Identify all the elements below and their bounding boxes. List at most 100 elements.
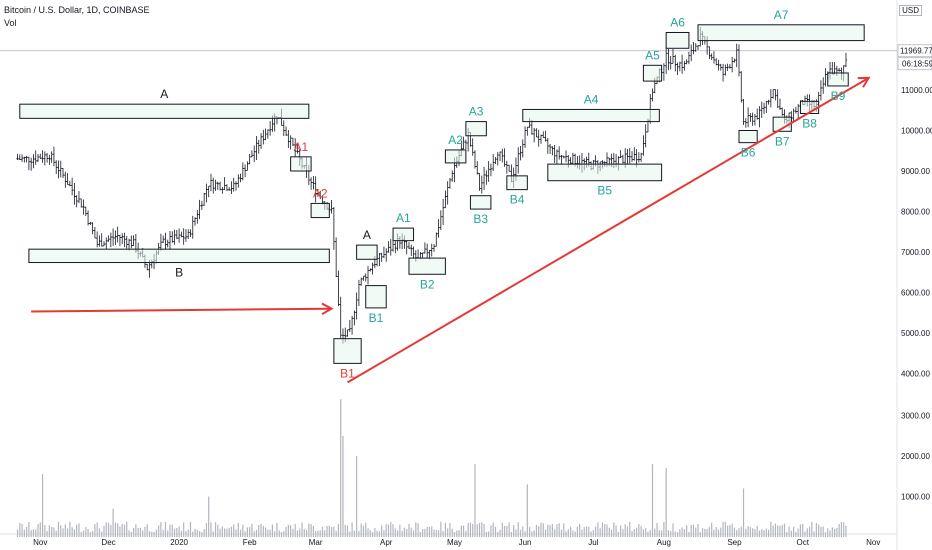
zone-label-a1: A1: [294, 140, 309, 154]
ohlc-bar: [819, 80, 823, 101]
ohlc-bar: [382, 246, 386, 259]
ohlc-bar: [350, 315, 354, 335]
zone-box-a1: [392, 227, 415, 242]
ohlc-bar: [109, 232, 113, 248]
price-tick-label: 5000.00: [901, 329, 930, 338]
price-tick-label: 9000.00: [901, 167, 930, 176]
ohlc-bar: [405, 240, 408, 255]
ohlc-bar: [737, 44, 741, 77]
ohlc-bar: [498, 151, 502, 162]
zone-label-a: A: [363, 228, 371, 242]
ohlc-bar: [253, 145, 256, 163]
ohlc-bar: [505, 160, 509, 174]
ohlc-bar: [23, 156, 26, 163]
ohlc-bar: [644, 124, 647, 148]
zone-label-a7: A7: [774, 8, 789, 22]
bar-countdown: 06:18:59: [902, 60, 932, 69]
ohlc-bar: [266, 129, 270, 139]
time-tick-label: Dec: [101, 538, 115, 547]
ohlc-bar: [27, 156, 31, 171]
last-price-tag: [897, 44, 932, 58]
ohlc-bar: [503, 148, 506, 167]
ohlc-bar: [669, 55, 672, 70]
ohlc-bar: [337, 270, 340, 307]
ohlc-bar: [696, 45, 700, 50]
ohlc-bar: [532, 127, 536, 143]
ohlc-bar: [93, 226, 97, 239]
ohlc-bar: [73, 183, 76, 205]
zone-box-b1: [333, 338, 362, 364]
zone-label-b9: B9: [831, 89, 846, 103]
ohlc-bar: [243, 164, 247, 178]
ohlc-bar: [767, 99, 770, 105]
ohlc-bar: [774, 89, 777, 101]
ohlc-bar: [637, 152, 641, 163]
volume-tick-label: 2000.00: [901, 452, 930, 461]
ohlc-bar: [257, 139, 260, 154]
ohlc-bar: [250, 150, 254, 158]
ohlc-bar: [571, 152, 575, 165]
ohlc-bar: [667, 48, 670, 71]
ohlc-bar: [34, 150, 37, 165]
ohlc-bar: [724, 64, 727, 76]
ohlc-bar: [444, 190, 447, 209]
zone-label-a5: A5: [645, 48, 660, 62]
ohlc-bar: [289, 135, 292, 150]
zone-box-b3: [469, 195, 492, 210]
zone-box-b6: [738, 130, 758, 144]
ohlc-bar: [264, 128, 267, 141]
ohlc-bar: [346, 329, 349, 337]
ohlc-bar: [66, 173, 69, 186]
zone-box-a2: [310, 202, 330, 219]
ohlc-bar: [114, 230, 117, 245]
trend-arrow-head: [857, 76, 871, 88]
ohlc-bar: [423, 242, 427, 254]
ohlc-bar: [193, 217, 197, 226]
ohlc-bar: [473, 150, 477, 169]
ohlc-bar: [216, 181, 220, 190]
ohlc-bar: [519, 146, 522, 161]
zone-box-b9: [827, 72, 849, 87]
ohlc-bar: [146, 263, 149, 271]
ohlc-bar: [232, 177, 235, 192]
ohlc-bar: [348, 319, 352, 333]
ohlc-bar: [710, 53, 713, 61]
ohlc-bar: [680, 54, 684, 74]
ohlc-bar: [82, 199, 85, 215]
ohlc-bar: [316, 188, 320, 197]
ohlc-bar: [726, 63, 729, 71]
ohlc-bar: [740, 71, 743, 103]
volume-tick-label: 3000.00: [901, 412, 930, 421]
ohlc-bar: [364, 273, 367, 282]
zone-label-a6: A6: [670, 15, 685, 29]
time-tick-label: Sep: [727, 538, 742, 547]
price-tick-label: 4000.00: [901, 370, 930, 379]
ohlc-bar: [357, 279, 361, 306]
ohlc-bar: [491, 154, 495, 171]
ohlc-bar: [760, 101, 763, 118]
ohlc-bar: [214, 179, 217, 191]
ohlc-bar: [485, 170, 488, 185]
ohlc-bar: [80, 198, 83, 208]
ohlc-bar: [771, 89, 775, 99]
zone-label-a1: A1: [396, 211, 411, 225]
zone-box-b4: [506, 175, 528, 191]
ohlc-bar: [548, 143, 552, 154]
ohlc-bar: [314, 176, 317, 203]
zone-box-a5: [642, 64, 663, 82]
ohlc-bar: [844, 52, 848, 68]
ohlc-bar: [191, 215, 194, 239]
ohlc-bar: [130, 235, 133, 249]
ohlc-bar: [560, 154, 563, 165]
zone-box-a4: [522, 108, 660, 123]
countdown-tag: [897, 57, 932, 71]
zone-label-b1: B1: [369, 311, 384, 325]
ohlc-bar: [824, 68, 827, 87]
ohlc-bar: [751, 112, 754, 126]
ohlc-bar: [437, 219, 440, 238]
time-tick-label: Nov: [33, 538, 47, 547]
currency-badge[interactable]: USD: [899, 5, 922, 16]
ohlc-bar: [776, 89, 779, 108]
zone-box-a6: [665, 31, 690, 49]
